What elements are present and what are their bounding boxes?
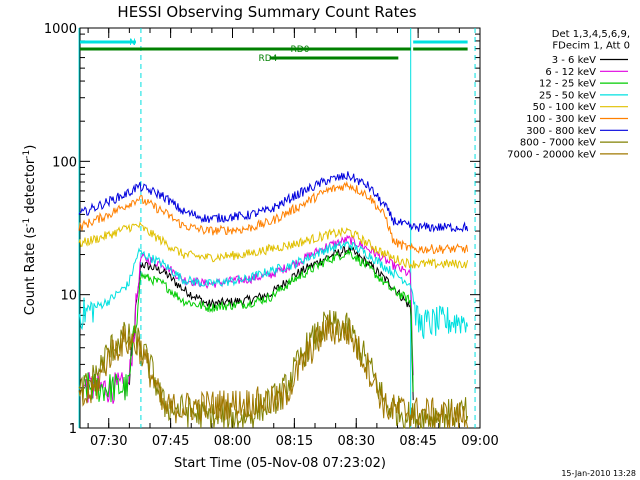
rd0-label: RD0	[291, 45, 310, 55]
plot-frame	[79, 27, 481, 429]
chart-title: HESSI Observing Summary Count Rates	[117, 3, 416, 21]
legend-label: 12 - 25 keV	[539, 79, 596, 90]
legend: Det 1,3,4,5,6,9,FDecim 1, Att 0 3 - 6 keV…	[507, 29, 630, 160]
x-tick-label: 08:00	[214, 434, 251, 449]
y-axis-label: Count Rate (s-1 detector-1)	[22, 145, 38, 316]
x-tick-label: 07:45	[152, 434, 189, 449]
rd4-label: RD4	[259, 54, 278, 64]
series-line	[78, 240, 469, 339]
series-line	[83, 234, 414, 404]
x-tick-label: 09:00	[461, 434, 498, 449]
date-stamp: 15-Jan-2010 13:28	[561, 469, 636, 478]
series-line	[78, 171, 469, 233]
x-tick-label: 08:30	[338, 434, 375, 449]
night-label: N	[129, 38, 136, 48]
legend-label: 100 - 300 keV	[526, 114, 596, 125]
state-bars: N RD0 RD4	[78, 28, 476, 428]
x-axis-label: Start Time (05-Nov-08 07:23:02)	[174, 456, 386, 471]
series-line	[78, 310, 469, 429]
x-tick-label: 07:30	[90, 434, 127, 449]
y-tick-label: 1000	[44, 22, 77, 37]
tick-group: 1 10 100 1000 07:30 07:45 08:00 08:15 08:30 08:45…	[44, 22, 499, 449]
y-tick-label: 1	[69, 422, 77, 437]
series-line	[78, 314, 469, 429]
x-tick-label: 08:15	[276, 434, 313, 449]
legend-label: 6 - 12 keV	[545, 67, 596, 78]
series-line	[83, 249, 414, 403]
series-group	[78, 171, 469, 429]
y-tick-label: 100	[52, 155, 77, 170]
x-tick-label: 08:45	[399, 434, 436, 449]
series-line	[78, 221, 469, 270]
y-tick-label: 10	[60, 289, 77, 304]
legend-label: 800 - 7000 keV	[520, 138, 596, 149]
series-line	[78, 180, 469, 255]
legend-label: 25 - 50 keV	[539, 90, 596, 101]
legend-header: Det 1,3,4,5,6,9,	[552, 29, 630, 40]
legend-header: FDecim 1, Att 0	[552, 41, 630, 52]
legend-label: 3 - 6 keV	[552, 55, 596, 66]
legend-label: 50 - 100 keV	[533, 102, 597, 113]
legend-label: 300 - 800 keV	[526, 126, 596, 137]
legend-label: 7000 - 20000 keV	[507, 149, 596, 160]
